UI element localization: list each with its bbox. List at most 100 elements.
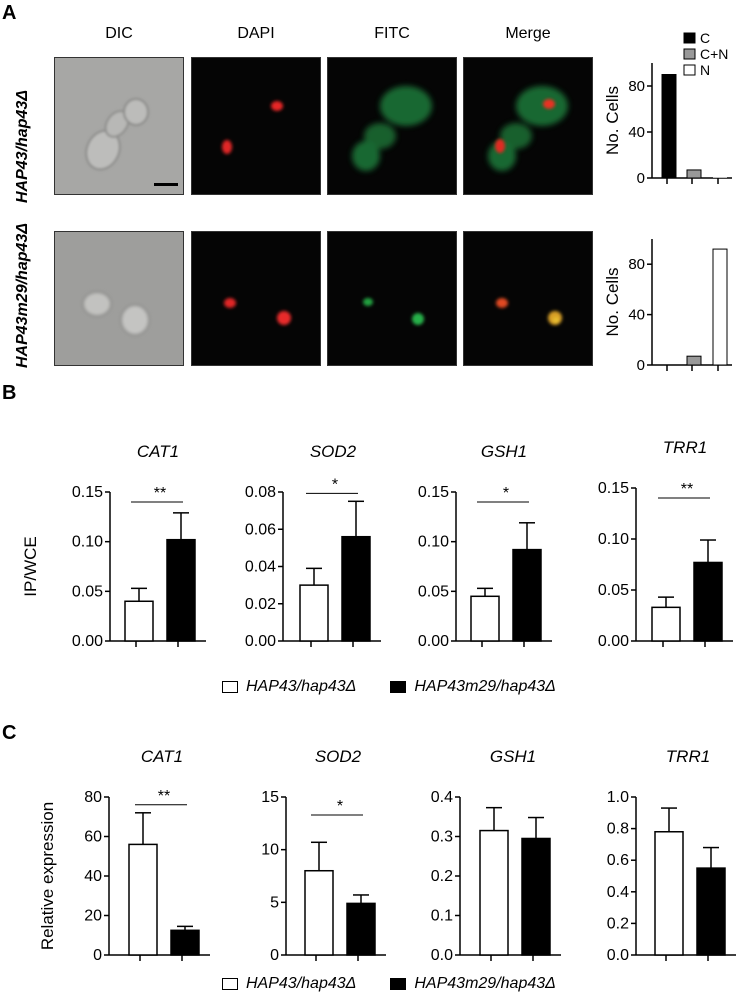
B-CAT1-y-tick-label: 0.15 — [72, 484, 103, 501]
legend-label-N: N — [700, 62, 710, 78]
B-CAT1-y-tick-label: 0.10 — [72, 534, 103, 551]
C-TRR1-y-tick-label: 0.0 — [607, 947, 629, 964]
legend-swatch-white — [222, 681, 238, 693]
A-bottom-y-tick-label: 80 — [628, 256, 645, 273]
fitc-image-wildtype — [327, 57, 457, 195]
merge-image-mutant — [463, 231, 593, 366]
C-CAT1-y-tick-label: 80 — [84, 789, 102, 806]
A-top-bar-C+N — [686, 169, 702, 179]
B-SOD2-bar-mutant — [341, 535, 371, 642]
dapi-image-mutant — [191, 231, 321, 366]
B-CAT1-title: CAT1 — [137, 442, 179, 461]
B-TRR1-bar-wildtype — [651, 606, 681, 642]
legend-label-mutant: HAP43m29/hap43Δ — [414, 975, 556, 992]
C-CAT1-y-tick-label: 20 — [84, 908, 102, 925]
C-SOD2-y-tick-label: 5 — [270, 894, 279, 911]
B-TRR1-bar-mutant — [693, 561, 723, 642]
B-GSH1-y-tick-label: 0.10 — [418, 534, 449, 551]
B-CAT1-bar-wildtype — [124, 600, 154, 642]
B-CAT1-y-tick-label: 0.00 — [72, 633, 103, 650]
B-GSH1-title: GSH1 — [481, 442, 527, 461]
B-GSH1-bar-mutant — [512, 548, 542, 642]
legend-swatch-N — [683, 64, 696, 76]
B-GSH1-bar-wildtype — [470, 595, 500, 642]
C-CAT1-bar-mutant — [170, 929, 200, 956]
A-top-bar-C — [661, 74, 677, 179]
C-TRR1-y-tick-label: 0.6 — [607, 852, 629, 869]
A-top-y-tick-label: 80 — [628, 78, 645, 95]
C-SOD2-significance-mark: * — [337, 798, 343, 815]
C-TRR1-y-tick-label: 0.2 — [607, 915, 629, 932]
dic-image-mutant — [54, 231, 184, 366]
C-CAT1-y-tick-label: 0 — [93, 947, 102, 964]
B-SOD2-y-tick-label: 0.04 — [245, 559, 276, 576]
C-TRR1-y-tick-label: 0.8 — [607, 821, 629, 838]
C-TRR1-y-tick-label: 0.4 — [607, 884, 629, 901]
A-top-y-tick-label: 0 — [637, 170, 645, 187]
legend-panel-c: HAP43/hap43Δ HAP43m29/hap43Δ — [222, 975, 556, 993]
column-heading-dic: DIC — [105, 25, 133, 42]
C-GSH1-bar-mutant — [521, 837, 551, 956]
C-SOD2-y-tick-label: 15 — [261, 789, 279, 806]
legend-swatch-C — [683, 32, 696, 44]
legend-swatch-white — [222, 978, 238, 990]
B-CAT1-significance-mark: ** — [154, 485, 166, 502]
B-SOD2-y-tick-label: 0.08 — [245, 484, 276, 501]
B-SOD2-y-tick-label: 0.06 — [245, 521, 276, 538]
column-heading-dapi: DAPI — [237, 25, 275, 42]
B-CAT1-bar-mutant — [166, 538, 196, 642]
C-CAT1-bar-wildtype — [128, 843, 158, 956]
B-GSH1-y-tick-label: 0.00 — [418, 633, 449, 650]
B-GSH1-significance-mark: * — [503, 485, 509, 502]
B-CAT1-y-tick-label: 0.05 — [72, 583, 103, 600]
B-TRR1-y-tick-label: 0.00 — [598, 633, 629, 650]
B-GSH1-y-tick-label: 0.15 — [418, 484, 449, 501]
C-TRR1-y-tick-label: 1.0 — [607, 789, 629, 806]
C-CAT1-ylabel: Relative expression — [38, 802, 57, 950]
C-TRR1-title: TRR1 — [666, 747, 710, 766]
B-SOD2-bar-wildtype — [299, 584, 329, 642]
C-GSH1-y-tick-label: 0.3 — [431, 829, 453, 846]
A-bottom-bar-N — [712, 248, 728, 366]
A-top-ylabel: No. Cells — [603, 86, 622, 155]
panel-letter-b: B — [2, 382, 17, 404]
legend-label-mutant: HAP43m29/hap43Δ — [414, 678, 556, 695]
C-CAT1-y-tick-label: 60 — [84, 829, 102, 846]
A-bottom-y-tick-label: 0 — [637, 357, 645, 374]
C-TRR1-bar-mutant — [696, 867, 726, 956]
B-CAT1-ylabel: IP/WCE — [21, 536, 40, 596]
legend-label-C+N: C+N — [700, 46, 728, 62]
B-GSH1-y-tick-label: 0.05 — [418, 583, 449, 600]
C-CAT1-y-tick-label: 40 — [84, 868, 102, 885]
C-SOD2-y-tick-label: 10 — [261, 842, 279, 859]
C-GSH1-bar-wildtype — [479, 829, 509, 956]
legend-label-C: C — [700, 30, 710, 46]
column-heading-merge: Merge — [505, 25, 551, 42]
column-heading-fitc: FITC — [374, 25, 410, 42]
scale-bar — [154, 183, 178, 186]
C-SOD2-bar-mutant — [346, 902, 376, 956]
C-GSH1-y-tick-label: 0.2 — [431, 868, 453, 885]
C-SOD2-y-tick-label: 0 — [270, 947, 279, 964]
C-GSH1-title: GSH1 — [490, 747, 536, 766]
B-SOD2-title: SOD2 — [310, 442, 357, 461]
legend-label-wildtype: HAP43/hap43Δ — [246, 975, 357, 992]
C-GSH1-y-tick-label: 0.4 — [431, 789, 453, 806]
merge-image-wildtype — [463, 57, 593, 195]
dapi-image-wildtype — [191, 57, 321, 195]
A-bottom-y-tick-label: 40 — [628, 307, 645, 324]
panel-letter-c: C — [2, 722, 17, 744]
C-CAT1-significance-mark: ** — [158, 788, 170, 805]
A-top-bar-N — [713, 177, 727, 178]
C-SOD2-bar-wildtype — [304, 869, 334, 956]
C-GSH1-y-tick-label: 0.1 — [431, 908, 453, 925]
C-CAT1-title: CAT1 — [141, 747, 183, 766]
A-top-y-tick-label: 40 — [628, 124, 645, 141]
C-SOD2-title: SOD2 — [315, 747, 362, 766]
legend-label-wildtype: HAP43/hap43Δ — [246, 678, 357, 695]
B-TRR1-y-tick-label: 0.10 — [598, 531, 629, 548]
B-SOD2-significance-mark: * — [332, 476, 338, 493]
A-bottom-bar-C+N — [686, 355, 702, 366]
C-GSH1-y-tick-label: 0.0 — [431, 947, 453, 964]
